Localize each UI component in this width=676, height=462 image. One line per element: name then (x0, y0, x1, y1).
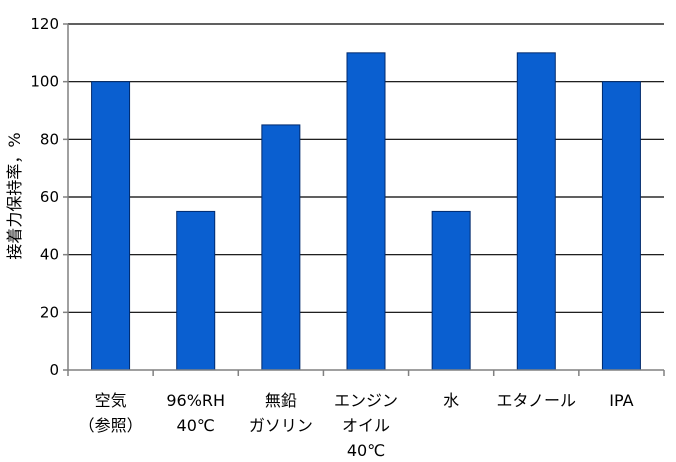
x-tick-label: 水 (443, 391, 459, 410)
y-tick-label: 60 (40, 188, 59, 206)
y-tick-label: 40 (40, 246, 59, 264)
y-tick-label: 0 (49, 361, 59, 379)
bar (261, 124, 301, 371)
x-tick-label-line: 無鉛 (265, 391, 297, 410)
bars (91, 52, 641, 371)
y-tick-label: 120 (30, 15, 59, 33)
x-tick-labels: 空気 （参照） 96%RH 40℃ 無鉛ガソリン エンジンオイル 40℃ 水 エタノール IPA (79, 391, 634, 460)
x-tick-label-line: （参照） (79, 416, 143, 435)
x-tick-label-line: 空気 (95, 391, 127, 410)
x-tick-label: 96%RH 40℃ (166, 391, 225, 435)
y-tick-label: 80 (40, 130, 59, 148)
x-tick-label-line: 40℃ (347, 441, 385, 460)
bar (346, 52, 386, 371)
y-tick-label: 100 (30, 73, 59, 91)
y-tick-label: 20 (40, 303, 59, 321)
bar (516, 52, 556, 371)
x-tick-label: エタノール (497, 391, 577, 410)
x-tick-label-line: 40℃ (177, 416, 215, 435)
x-tick-label-line: オイル (342, 416, 390, 435)
y-tick-labels: 0 20 40 60 80 100 120 (30, 15, 59, 379)
x-tick-label-line: エタノール (497, 391, 577, 410)
y-axis-label: 接着力保持率，% (5, 132, 24, 259)
x-tick-label-line: 96%RH (166, 391, 225, 410)
x-tick-label-line: IPA (609, 391, 633, 410)
x-tick-label-line: ガソリン (249, 416, 313, 435)
x-tick-label: IPA (609, 391, 633, 410)
bar (431, 210, 471, 371)
x-tick-label-line: エンジン (334, 391, 398, 410)
bar (601, 81, 641, 371)
bar (176, 210, 216, 371)
x-tick-label: エンジンオイル 40℃ (334, 391, 398, 460)
x-tick-label-line: 水 (443, 391, 459, 410)
x-tick-label: 無鉛ガソリン (249, 391, 313, 435)
axes (63, 23, 665, 376)
bar (91, 81, 131, 371)
x-tick-label: 空気 （参照） (79, 391, 143, 435)
